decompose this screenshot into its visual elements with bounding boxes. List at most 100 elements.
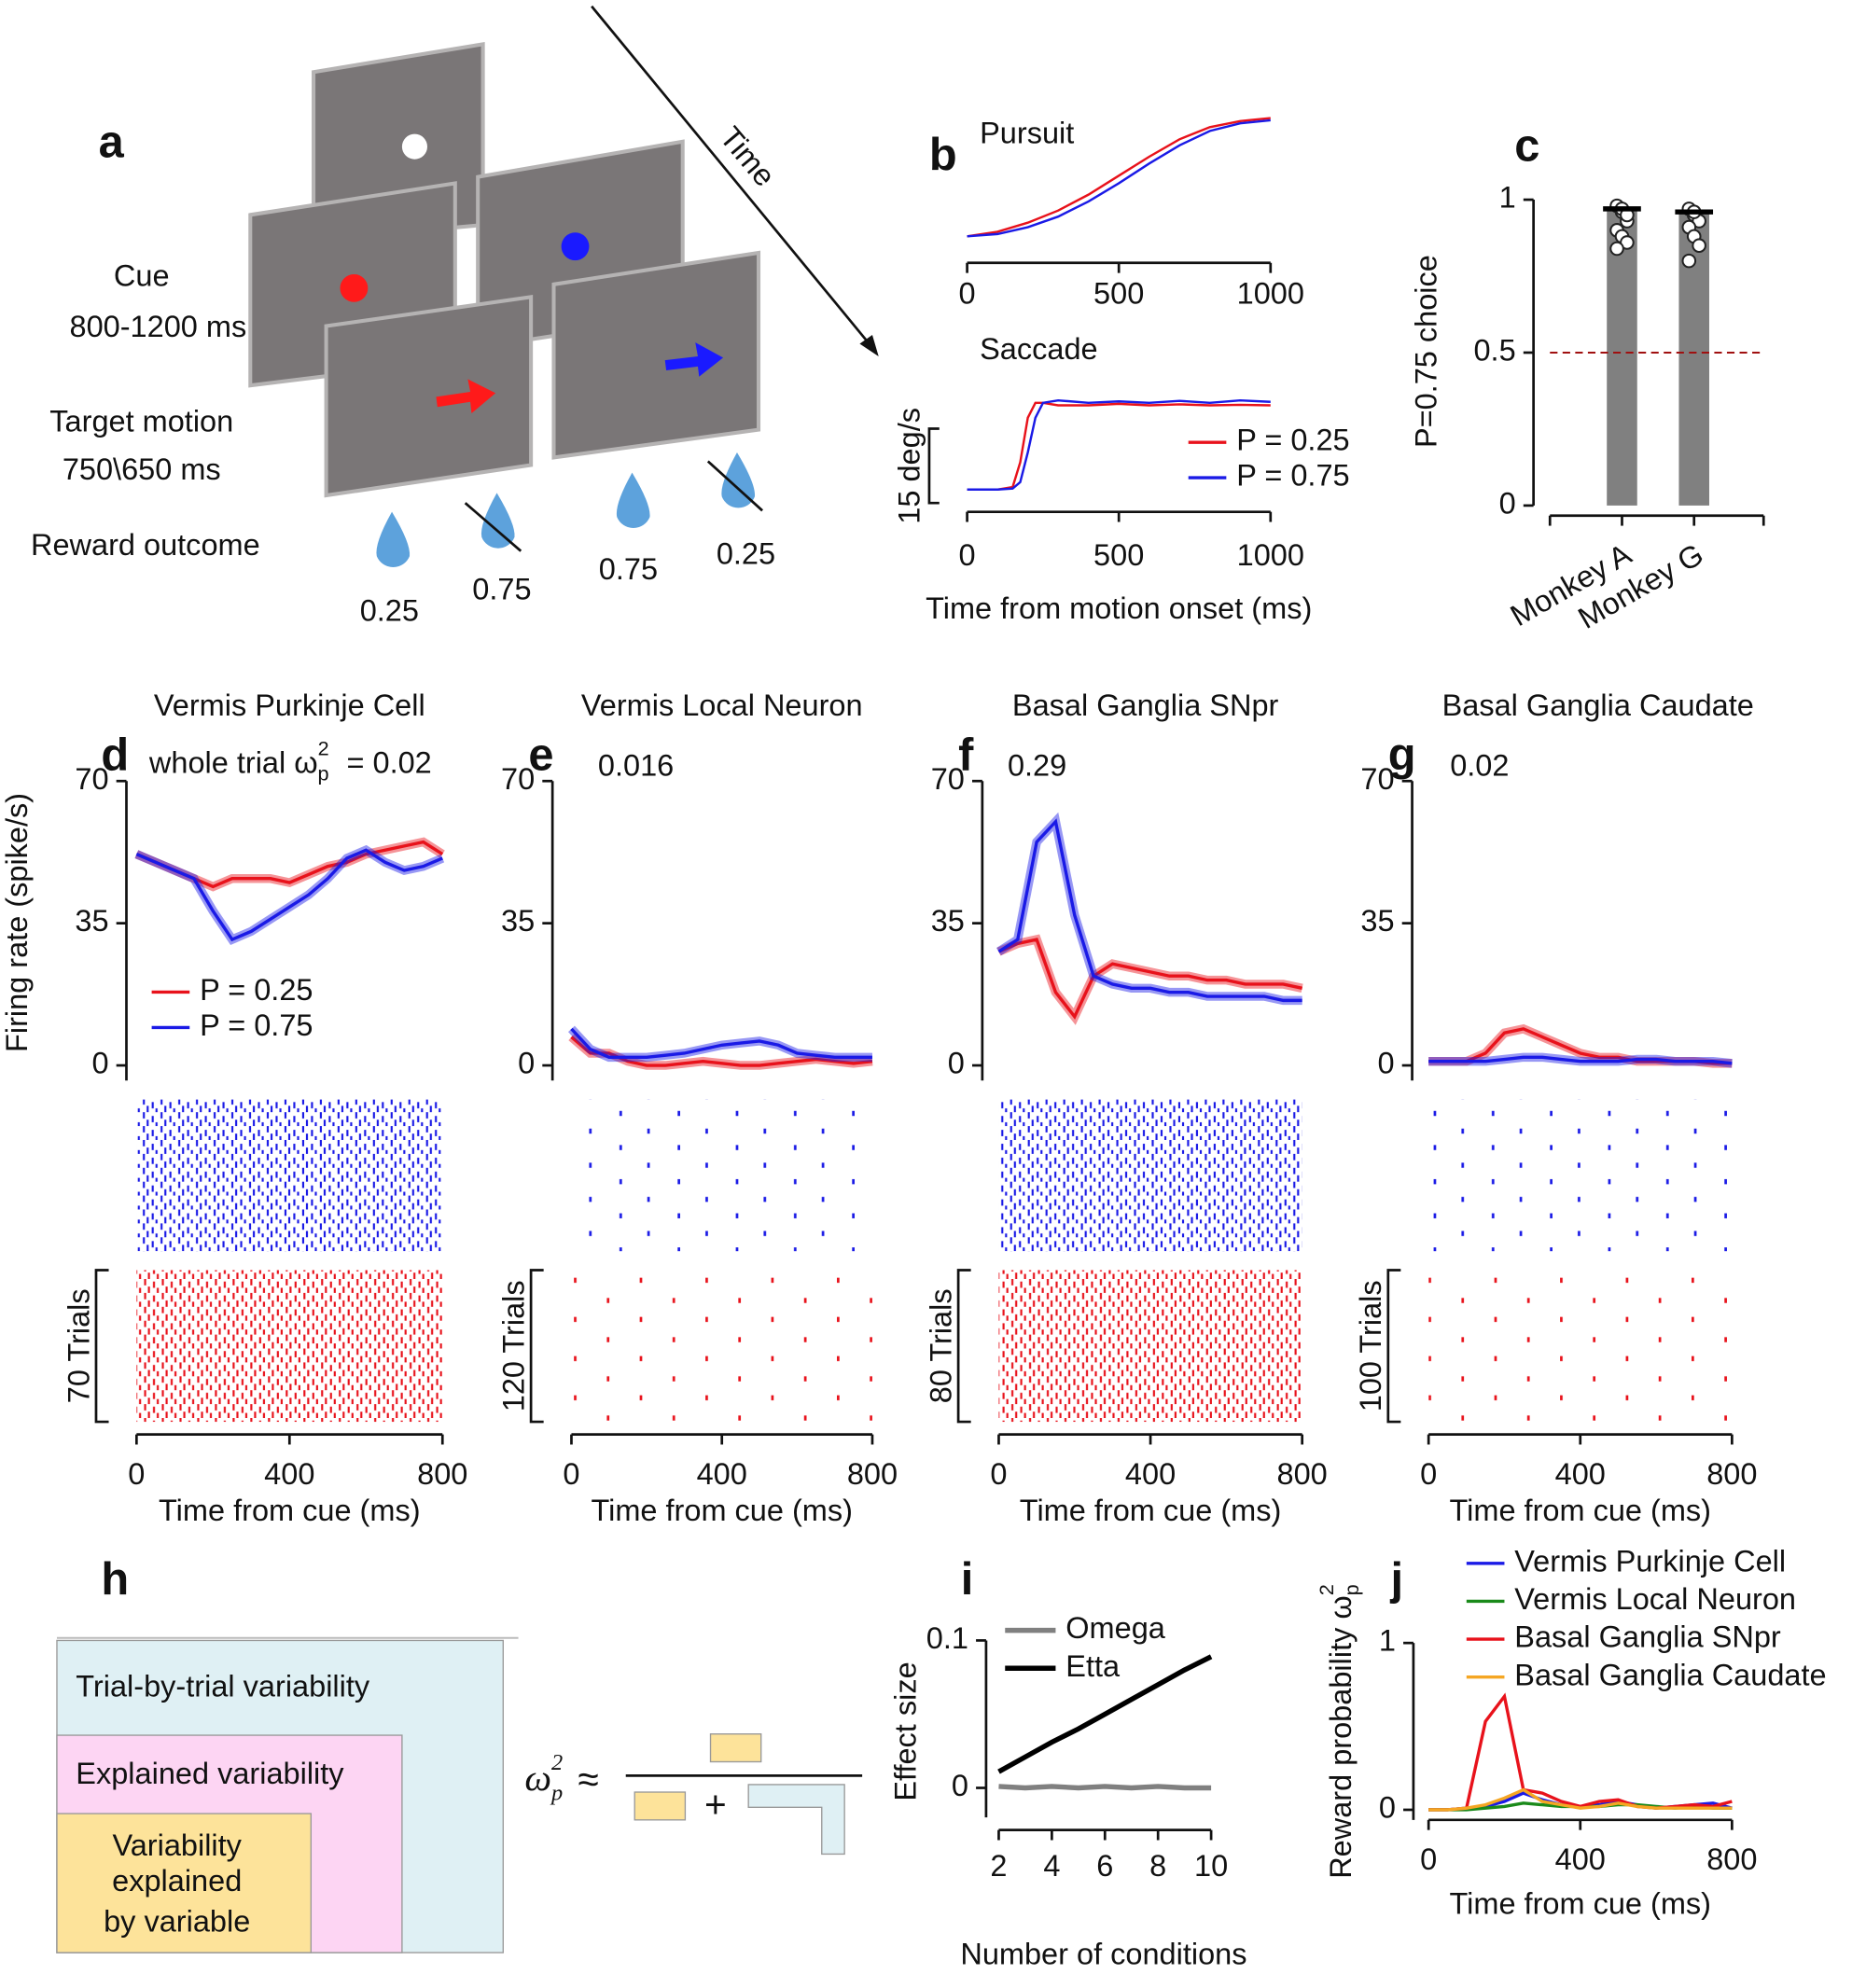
label: Target motion bbox=[49, 404, 233, 438]
annotation: whole trial ω2 p = 0.02 bbox=[148, 736, 432, 785]
y-tick-label: 0 bbox=[518, 1047, 535, 1080]
subscript: p bbox=[550, 1780, 563, 1805]
y-tick-label: 70 bbox=[75, 762, 108, 796]
x-tick-label: 6 bbox=[1096, 1849, 1113, 1883]
omega: ω bbox=[524, 1758, 551, 1800]
raster-p025 bbox=[571, 1270, 872, 1423]
legend-label: Vermis Purkinje Cell bbox=[1514, 1544, 1786, 1578]
x-tick-label: 800 bbox=[1277, 1457, 1328, 1491]
cross bbox=[706, 460, 763, 512]
line bbox=[997, 1654, 1213, 1774]
line bbox=[967, 118, 1271, 238]
variance-diagram: + bbox=[56, 1636, 863, 1953]
annotation: 0.02 bbox=[1450, 748, 1509, 782]
probability-label: 0.75 bbox=[599, 552, 658, 586]
sem-band bbox=[996, 934, 1303, 1025]
x-axis-label: Time from cue (ms) bbox=[1450, 1494, 1712, 1527]
label: explained bbox=[112, 1864, 242, 1898]
x-tick-label: 1000 bbox=[1237, 538, 1304, 572]
y-tick-label: 0 bbox=[1379, 1791, 1396, 1825]
legend-label: P = 0.25 bbox=[1236, 424, 1349, 457]
value-part: 0.29 bbox=[1008, 748, 1066, 782]
y-tick-label: 0.1 bbox=[926, 1621, 968, 1655]
y-tick-label: 0 bbox=[948, 1047, 965, 1080]
value-part: = 0.02 bbox=[347, 745, 432, 779]
x-tick-label: 0 bbox=[959, 538, 976, 572]
drop bbox=[376, 511, 411, 568]
y-axis-label: P=0.75 choice bbox=[1410, 255, 1443, 448]
subscript: p bbox=[317, 761, 328, 785]
label: Cue bbox=[114, 259, 170, 293]
superscript: 2 bbox=[318, 736, 329, 759]
legend-label: Vermis Local Neuron bbox=[1514, 1582, 1796, 1616]
raster-p075 bbox=[571, 1099, 872, 1252]
annotation: 0.016 bbox=[598, 748, 674, 782]
x-tick-label: 2 bbox=[990, 1849, 1007, 1883]
legend-label: P = 0.75 bbox=[1236, 459, 1349, 493]
x-axis-label: Time from motion onset (ms) bbox=[926, 591, 1312, 625]
line bbox=[967, 117, 1271, 238]
chart-title: Vermis Purkinje Cell bbox=[154, 688, 425, 722]
label: 750\650 ms bbox=[63, 452, 221, 486]
x-tick-label: 10 bbox=[1194, 1849, 1228, 1883]
annotation: 0.29 bbox=[1008, 748, 1066, 782]
y-tick-label: 70 bbox=[1360, 762, 1394, 796]
raster-p025 bbox=[998, 1270, 1302, 1423]
drop bbox=[721, 452, 756, 508]
x-tick-label: 0 bbox=[128, 1457, 145, 1491]
line bbox=[997, 938, 1303, 1021]
subscript: p bbox=[1340, 1584, 1363, 1595]
y-tick-label: 0 bbox=[91, 1047, 108, 1080]
y-tick-label: 35 bbox=[931, 904, 965, 938]
line bbox=[570, 1027, 872, 1060]
line bbox=[967, 401, 1271, 491]
trial-bracket bbox=[956, 1269, 971, 1424]
probability-label: 0.25 bbox=[360, 594, 419, 628]
x-tick-label: 400 bbox=[1555, 1457, 1606, 1491]
chart-title: Basal Ganglia Caudate bbox=[1442, 688, 1754, 722]
session-point bbox=[1609, 241, 1624, 257]
chart-title: Pursuit bbox=[980, 117, 1074, 150]
y-tick-label: 1 bbox=[1499, 181, 1516, 215]
label: Variability bbox=[112, 1828, 242, 1862]
denominator-box bbox=[634, 1791, 687, 1821]
red-cue bbox=[340, 273, 369, 302]
x-tick-label: 1000 bbox=[1237, 277, 1304, 311]
label: Reward outcome bbox=[31, 528, 260, 562]
panel-letter: d bbox=[101, 730, 129, 781]
screen bbox=[551, 250, 761, 460]
chart-title: Saccade bbox=[980, 332, 1097, 366]
screen bbox=[324, 295, 534, 498]
x-axis-label: Time from cue (ms) bbox=[1450, 1887, 1712, 1921]
x-axis-label: Time from cue (ms) bbox=[1020, 1494, 1282, 1527]
blue-cue bbox=[561, 232, 590, 261]
fixation-dot bbox=[401, 133, 427, 160]
x-axis-label: Time from cue (ms) bbox=[591, 1494, 853, 1527]
legend-label: Basal Ganglia SNpr bbox=[1514, 1620, 1781, 1654]
x-tick-label: 800 bbox=[1706, 1457, 1757, 1491]
x-tick-label: 400 bbox=[1555, 1842, 1606, 1876]
x-tick-label: 4 bbox=[1043, 1849, 1060, 1883]
cross bbox=[464, 502, 522, 552]
x-tick-label: 0 bbox=[990, 1457, 1007, 1491]
trial-scale-label: 80 Trials bbox=[924, 1288, 957, 1403]
numerator-box bbox=[709, 1733, 762, 1763]
sem-band bbox=[567, 1025, 872, 1063]
y-axis-label: Firing rate (spike/s) bbox=[0, 793, 34, 1052]
scale-bar-label: 15 deg/s bbox=[893, 408, 926, 524]
line bbox=[1428, 1787, 1733, 1812]
legend-label: Basal Ganglia Caudate bbox=[1514, 1658, 1826, 1691]
x-axis-label: Number of conditions bbox=[960, 1938, 1246, 1971]
legend-label: Omega bbox=[1065, 1611, 1166, 1645]
denominator-shape bbox=[747, 1784, 845, 1856]
panel-letter: b bbox=[929, 130, 957, 180]
x-tick-label: 800 bbox=[847, 1457, 898, 1491]
x-tick-label: 500 bbox=[1093, 277, 1144, 311]
legend-label: Etta bbox=[1065, 1649, 1121, 1683]
trial-scale-label: 70 Trials bbox=[62, 1288, 95, 1403]
line bbox=[1428, 1055, 1733, 1065]
bar bbox=[1607, 208, 1637, 506]
y-tick-label: 70 bbox=[931, 762, 965, 796]
panel-letter: h bbox=[101, 1554, 129, 1605]
scale-bar bbox=[927, 427, 940, 505]
